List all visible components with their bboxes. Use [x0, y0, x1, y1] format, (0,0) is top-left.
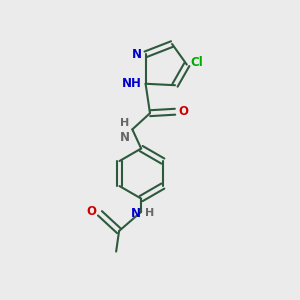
Text: N: N: [119, 131, 129, 144]
Text: O: O: [86, 205, 96, 218]
Text: H: H: [120, 118, 129, 128]
Text: N: N: [130, 207, 141, 220]
Text: Cl: Cl: [190, 56, 203, 69]
Text: N: N: [132, 48, 142, 61]
Text: O: O: [178, 105, 189, 118]
Text: H: H: [145, 208, 154, 218]
Text: NH: NH: [122, 77, 142, 90]
